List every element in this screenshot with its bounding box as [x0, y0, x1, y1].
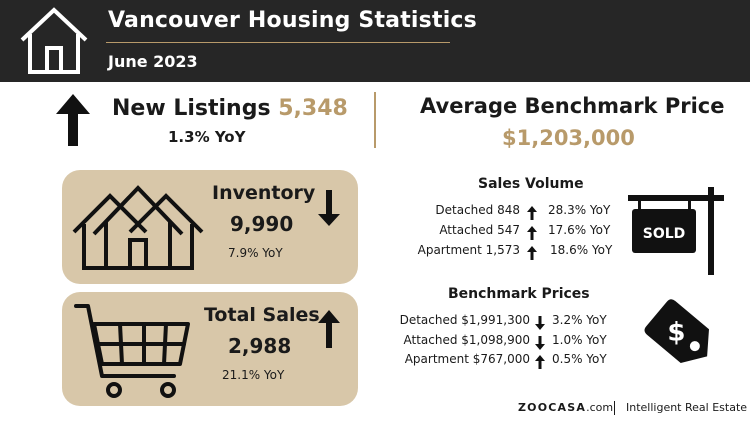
- sales-volume-title: Sales Volume: [478, 176, 584, 192]
- average-benchmark-label: Average Benchmark Price: [420, 94, 725, 118]
- page-subtitle: June 2023: [108, 52, 198, 71]
- brand-tagline: Intelligent Real Estate: [626, 401, 748, 414]
- house-outline-icon: [20, 7, 88, 74]
- vertical-divider: [374, 92, 376, 148]
- arrow-down-icon: [535, 316, 545, 330]
- inventory-yoy: 7.9% YoY: [228, 246, 283, 260]
- header-banner: Vancouver Housing Statistics June 2023: [0, 0, 750, 82]
- benchmark-label: Detached $1,991,300: [399, 313, 530, 327]
- footer-divider: [614, 401, 615, 415]
- benchmark-pct: 0.5% YoY: [552, 352, 607, 366]
- inventory-label: Inventory: [212, 182, 316, 204]
- sales-volume-pct: 18.6% YoY: [550, 243, 613, 257]
- sales-volume-row: Detached 848: [370, 203, 520, 221]
- sold-sign-icon: SOLD: [628, 187, 724, 275]
- arrow-up-icon: [535, 355, 545, 369]
- benchmark-row: Attached $1,098,900: [360, 333, 531, 351]
- sold-sign-text: SOLD: [643, 226, 686, 242]
- benchmark-pct: 1.0% YoY: [552, 333, 607, 347]
- arrow-up-icon: [56, 94, 90, 146]
- page-title: Vancouver Housing Statistics: [108, 8, 477, 33]
- price-tag-icon: $: [644, 299, 709, 363]
- sales-volume-label: Attached 547: [439, 223, 520, 237]
- sales-volume-row: Apartment 1,573: [370, 243, 520, 261]
- benchmark-label: Apartment $767,000: [404, 352, 530, 366]
- benchmark-row: Apartment $767,000: [360, 352, 530, 370]
- new-listings-value: 5,348: [278, 96, 348, 121]
- svg-text:$: $: [667, 318, 685, 348]
- sales-volume-label: Apartment 1,573: [417, 243, 520, 257]
- total-sales-yoy: 21.1% YoY: [222, 368, 285, 382]
- shopping-cart-icon: [74, 304, 190, 398]
- benchmark-prices-title: Benchmark Prices: [448, 286, 590, 302]
- arrow-down-icon: [535, 336, 545, 350]
- arrow-down-icon: [318, 190, 340, 226]
- houses-icon: [72, 185, 204, 270]
- total-sales-value: 2,988: [228, 334, 292, 358]
- title-divider: [106, 42, 450, 43]
- sales-volume-label: Detached 848: [435, 203, 520, 217]
- arrow-up-icon: [527, 206, 537, 220]
- new-listings-yoy: 1.3% YoY: [168, 128, 246, 146]
- average-benchmark-value: $1,203,000: [502, 126, 635, 150]
- inventory-value: 9,990: [230, 212, 294, 236]
- sales-volume-pct: 28.3% YoY: [548, 203, 611, 217]
- new-listings-headline: New Listings 5,348: [112, 96, 348, 121]
- new-listings-label: New Listings: [112, 96, 271, 121]
- sales-volume-row: Attached 547: [370, 223, 520, 241]
- brand-suffix: .com: [586, 401, 614, 414]
- sales-volume-pct: 17.6% YoY: [548, 223, 611, 237]
- arrow-up-icon: [527, 226, 537, 240]
- benchmark-row: Detached $1,991,300: [360, 313, 530, 331]
- arrow-up-icon: [318, 310, 340, 348]
- benchmark-pct: 3.2% YoY: [552, 313, 607, 327]
- brand-name: ZOOCASA: [518, 401, 587, 414]
- benchmark-label: Attached $1,098,900: [403, 333, 531, 347]
- total-sales-label: Total Sales: [204, 304, 320, 326]
- inventory-card: Inventory 9,990 7.9% YoY: [62, 170, 358, 284]
- total-sales-card: Total Sales 2,988 21.1% YoY: [62, 292, 358, 406]
- brand-logo[interactable]: ZOOCASA.com: [518, 401, 613, 414]
- arrow-up-icon: [527, 246, 537, 260]
